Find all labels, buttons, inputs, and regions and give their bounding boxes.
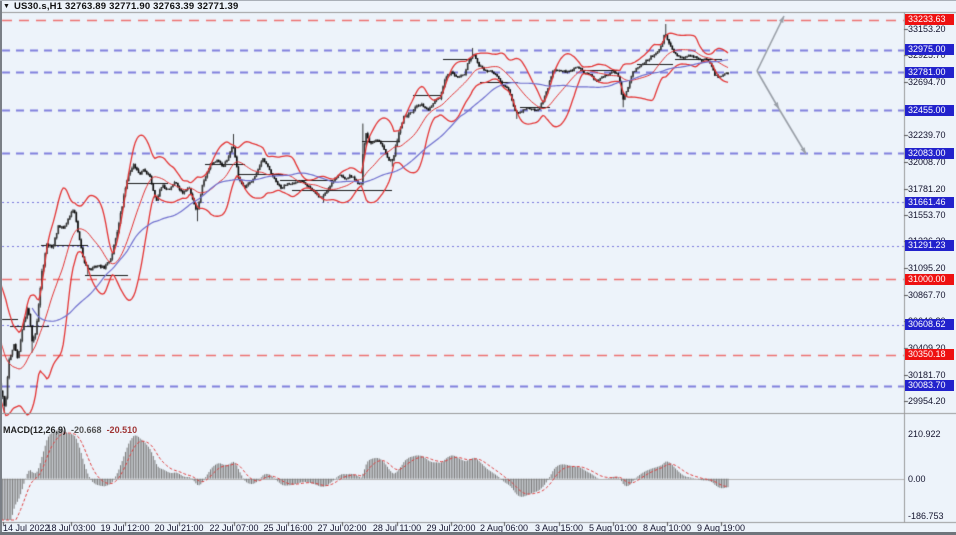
price-level-badge: 32083.00 <box>905 147 954 159</box>
window-bottom-border <box>0 532 956 535</box>
time-axis-label: 27 Jul 02:00 <box>317 523 367 533</box>
price-level-badge: 33233.63 <box>905 14 954 26</box>
time-axis-label: 2 Aug 06:00 <box>479 523 529 533</box>
price-axis-label: 32694.70 <box>908 77 946 88</box>
price-axis-label: 32008.70 <box>908 157 946 168</box>
time-axis-label: 9 Aug 19:00 <box>696 523 746 533</box>
price-axis-label: 32925.70 <box>908 50 946 61</box>
time-axis-label: 22 Jul 07:00 <box>209 523 259 533</box>
chart-title: US30.s,H1 32763.89 32771.90 32763.39 327… <box>13 1 239 12</box>
macd-value-signal: -20.510 <box>106 425 138 435</box>
price-level-badge: 32781.00 <box>905 66 954 78</box>
time-axis-label: 20 Jul 21:00 <box>154 523 204 533</box>
macd-scale-label: 210.922 <box>908 429 941 440</box>
time-axis-label: 3 Aug 15:00 <box>534 523 584 533</box>
price-axis-label: 33153.20 <box>908 24 946 34</box>
price-level-badge: 31000.00 <box>905 273 954 285</box>
price-axis-label: 31781.20 <box>908 183 946 194</box>
chart-menu-arrow-icon[interactable]: ▼ <box>3 3 10 10</box>
chart-titlebar: ▼ US30.s,H1 32763.89 32771.90 32763.39 3… <box>0 1 956 12</box>
price-level-badge: 31291.23 <box>905 240 954 252</box>
price-level-badge: 30083.70 <box>905 380 954 392</box>
price-level-badge: 30350.18 <box>905 349 954 361</box>
macd-scale-label: -186.753 <box>908 511 944 521</box>
time-axis-label: 8 Aug 10:00 <box>642 523 692 533</box>
price-level-badge: 32455.00 <box>905 104 954 116</box>
time-axis-label: 14 Jul 2022 <box>3 523 50 533</box>
time-axis-label: 29 Jul 20:00 <box>426 523 476 533</box>
price-level-badge: 31661.46 <box>905 196 954 208</box>
time-axis-label: 25 Jul 16:00 <box>263 523 313 533</box>
time-axis-label: 28 Jul 11:00 <box>372 523 422 533</box>
price-axis-label: 30409.20 <box>908 343 946 354</box>
price-axis-label: 30867.70 <box>908 289 946 300</box>
price-axis-label: 32239.70 <box>908 130 946 141</box>
price-level-badge: 32975.00 <box>905 44 954 56</box>
time-axis-label: 18 Jul 03:00 <box>46 523 96 533</box>
time-axis-label: 19 Jul 12:00 <box>100 523 150 533</box>
price-axis-label: 30181.70 <box>908 369 946 380</box>
macd-indicator-label: MACD(12,26,9) -20.668 -20.510 <box>3 425 137 435</box>
macd-value-main: -20.668 <box>71 425 102 435</box>
price-axis-label: 31095.20 <box>908 263 946 274</box>
price-level-badge: 30608.62 <box>905 319 954 331</box>
price-axis-label: 31553.70 <box>908 209 946 220</box>
macd-name: MACD(12,26,9) <box>3 425 67 435</box>
price-axis-label: 29954.20 <box>908 395 946 406</box>
time-axis-label: 5 Aug 01:00 <box>588 523 638 533</box>
macd-scale-label: 0.00 <box>908 473 926 484</box>
